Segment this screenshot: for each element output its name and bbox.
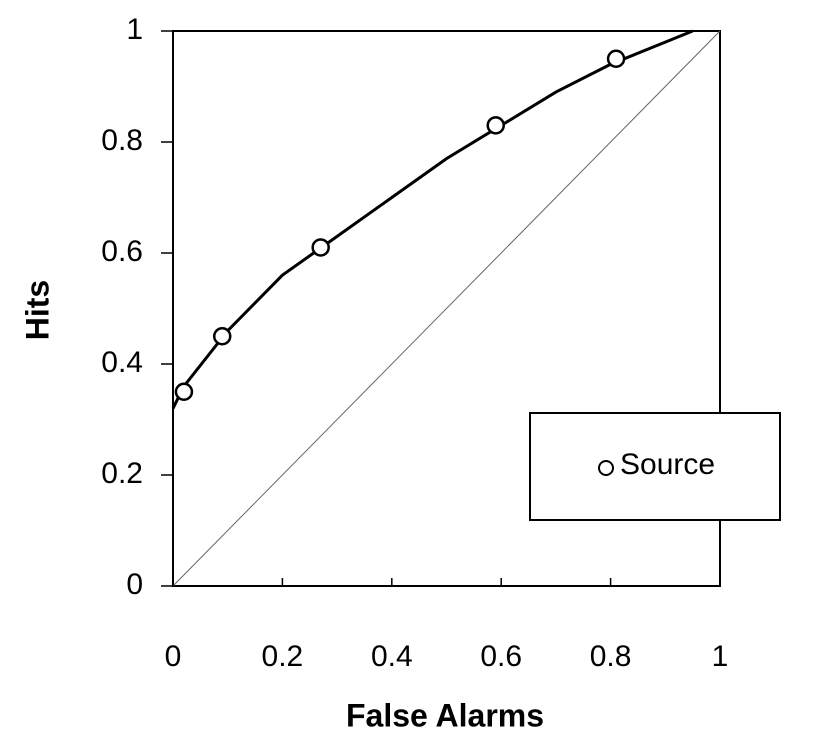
y-tick-label: 1 <box>126 13 143 46</box>
legend-box <box>529 412 781 521</box>
data-point <box>174 382 194 401</box>
x-tick-label: 0.6 <box>480 640 522 673</box>
plot-frame <box>172 30 721 587</box>
data-point <box>606 49 626 68</box>
chance-line <box>172 30 721 587</box>
y-axis-title: Hits <box>19 280 55 340</box>
y-tick-label: 0.6 <box>101 235 143 268</box>
x-tick-label: 0 <box>165 640 182 673</box>
x-tick-label: 0.4 <box>371 640 413 673</box>
data-point <box>212 327 232 346</box>
x-tick-label: 1 <box>712 640 729 673</box>
x-axis-title: False Alarms <box>346 697 544 733</box>
data-point <box>311 238 330 257</box>
fit-curve <box>171 29 694 410</box>
legend-marker <box>598 460 614 476</box>
y-tick-label: 0 <box>126 568 143 601</box>
legend-label: Source <box>620 448 715 481</box>
data-point <box>486 116 505 135</box>
y-tick-label: 0.8 <box>101 124 143 157</box>
x-tick-label: 0.2 <box>262 640 304 673</box>
x-tick-label: 0.8 <box>590 640 632 673</box>
y-tick-label: 0.4 <box>101 346 143 379</box>
y-tick-label: 0.2 <box>101 457 143 490</box>
